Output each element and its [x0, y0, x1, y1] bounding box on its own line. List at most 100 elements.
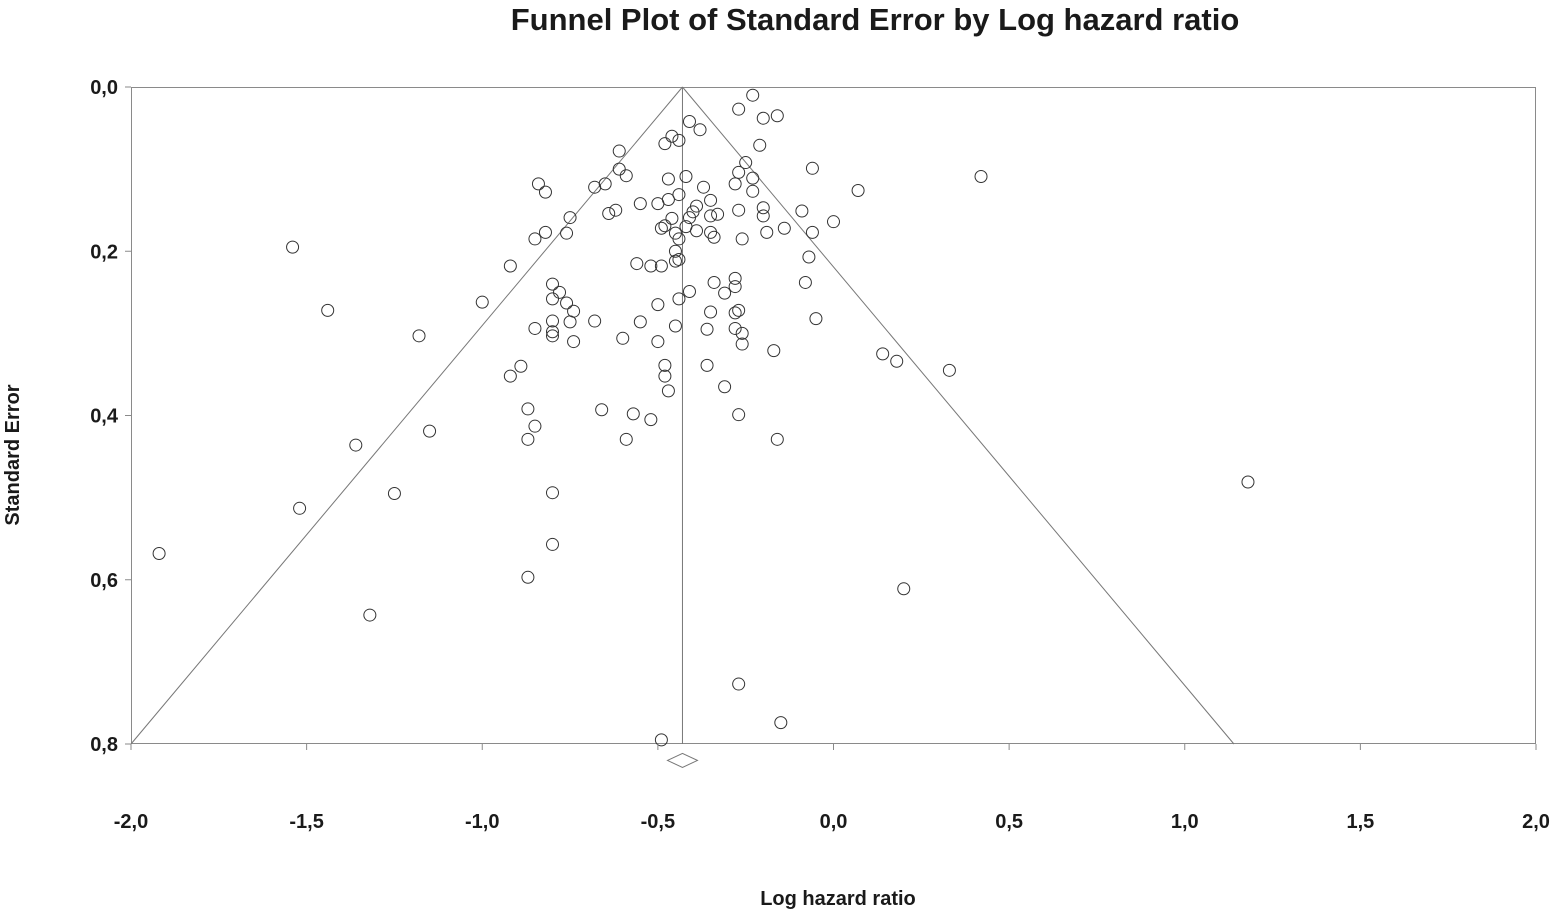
study-point: [538, 225, 552, 239]
study-point: [756, 201, 770, 215]
study-point: [654, 733, 668, 747]
study-point: [563, 211, 577, 225]
study-point: [827, 215, 840, 229]
study-point: [531, 177, 545, 191]
study-point: [546, 292, 559, 306]
y-tick-label: 0,2: [90, 241, 118, 263]
study-point: [704, 305, 718, 319]
x-tick-label: 1,0: [1171, 811, 1199, 833]
study-point: [521, 570, 535, 584]
study-point: [521, 402, 535, 416]
study-point: [321, 303, 335, 317]
study-point: [651, 335, 665, 349]
study-point: [528, 232, 542, 246]
study-point: [514, 359, 528, 373]
funnel-lines: [130, 86, 1235, 768]
pooled-estimate-diamond: [666, 752, 699, 768]
study-point: [661, 172, 675, 186]
study-point: [546, 314, 559, 328]
study-point: [707, 230, 721, 244]
study-point: [672, 188, 686, 202]
x-axis-ticks: -2,0 -1,5 -1,0 -0,5 0,0 0,5 1,0 1,5 2,0: [114, 744, 1550, 833]
study-point: [546, 537, 559, 551]
study-point: [767, 344, 781, 358]
study-point: [735, 232, 749, 246]
study-point: [595, 403, 609, 417]
y-tick-label: 0,6: [90, 570, 118, 592]
study-point: [974, 170, 988, 184]
study-point: [809, 312, 823, 326]
study-point: [668, 244, 682, 258]
study-point: [651, 197, 665, 211]
funnel-left-line: [130, 86, 683, 745]
x-tick-label: -2,0: [114, 811, 148, 833]
study-point: [672, 133, 686, 147]
study-point: [349, 438, 363, 452]
study-point: [658, 137, 672, 151]
study-point: [739, 156, 753, 170]
study-point: [711, 207, 725, 221]
study-point: [732, 102, 746, 116]
study-point: [661, 384, 675, 398]
study-point: [528, 321, 542, 335]
x-axis-label: Log hazard ratio: [760, 888, 916, 910]
study-point: [630, 257, 644, 271]
study-point: [693, 123, 707, 137]
study-point: [700, 358, 714, 372]
study-point: [732, 677, 746, 691]
y-axis-ticks: 0,0 0,2 0,4 0,6 0,8: [90, 77, 131, 756]
study-point: [546, 486, 559, 500]
study-point: [658, 369, 672, 383]
study-point: [753, 138, 767, 152]
study-point: [697, 180, 711, 194]
study-point: [560, 226, 574, 240]
y-axis-label: Standard Error: [2, 384, 24, 525]
plot-area-frame: [131, 87, 1536, 744]
study-point: [728, 271, 742, 285]
study-point: [538, 185, 552, 199]
study-point: [746, 171, 760, 185]
study-point: [777, 221, 791, 235]
study-point: [665, 211, 679, 225]
study-point: [412, 329, 426, 343]
study-point: [732, 408, 746, 422]
study-point: [528, 419, 542, 433]
study-point: [707, 275, 721, 289]
study-point: [756, 209, 770, 223]
study-point: [654, 221, 668, 235]
x-tick-label: -1,0: [465, 811, 499, 833]
study-point: [668, 319, 682, 333]
study-point: [851, 183, 865, 197]
study-point: [644, 259, 658, 273]
study-point: [682, 211, 696, 225]
study-point: [760, 225, 774, 239]
x-tick-label: 1,5: [1346, 811, 1374, 833]
study-point: [682, 284, 696, 298]
study-point: [718, 380, 732, 394]
study-point: [704, 193, 718, 207]
study-point: [612, 162, 626, 176]
study-point: [423, 424, 437, 438]
study-point: [563, 315, 577, 329]
study-point: [363, 608, 377, 622]
study-point: [728, 280, 742, 294]
study-point: [942, 363, 956, 377]
study-point: [668, 254, 682, 268]
study-point: [609, 203, 623, 217]
study-point: [672, 232, 686, 246]
study-point: [286, 240, 300, 254]
x-tick-label: -0,5: [641, 811, 675, 833]
study-point: [633, 197, 647, 211]
study-point: [588, 180, 602, 194]
study-point: [602, 206, 616, 220]
study-point: [293, 501, 307, 515]
chart-title: Funnel Plot of Standard Error by Log haz…: [511, 2, 1240, 37]
study-point: [612, 144, 626, 158]
study-point: [654, 259, 668, 273]
study-point: [756, 111, 770, 125]
study-points: [152, 88, 1255, 747]
study-point: [672, 292, 686, 306]
study-point: [503, 369, 517, 383]
study-point: [679, 170, 693, 184]
study-point: [658, 219, 672, 233]
